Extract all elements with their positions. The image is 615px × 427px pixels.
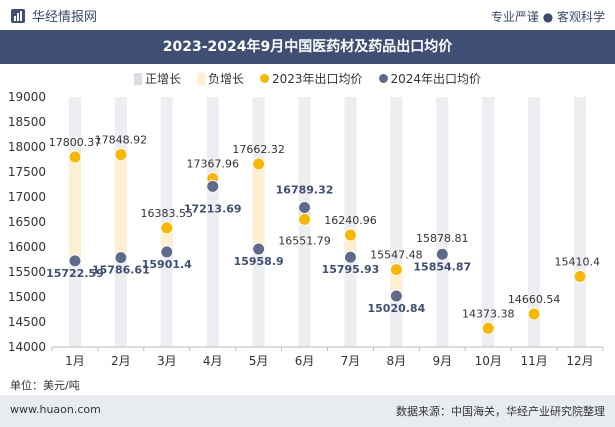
- footer: www.huaon.com 数据来源：中国海关，华经产业研究院整理: [0, 395, 615, 427]
- point-2024: [252, 242, 266, 256]
- label-2024: 15020.84: [367, 302, 425, 315]
- growth-bar: [114, 154, 127, 258]
- x-tick-label: 8月: [387, 354, 407, 368]
- point-2024: [114, 251, 128, 265]
- y-tick-label: 14000: [8, 340, 46, 354]
- footer-site: www.huaon.com: [10, 403, 101, 416]
- y-tick-label: 14500: [8, 315, 46, 329]
- label-2023: 15410.4: [555, 255, 601, 268]
- point-2023: [527, 307, 541, 321]
- x-tick-label: 4月: [203, 354, 223, 368]
- y-tick-label: 17500: [8, 165, 46, 179]
- label-2023: 17800.37: [49, 136, 102, 149]
- y-tick-label: 18500: [8, 115, 46, 129]
- point-2023: [481, 321, 495, 335]
- brand-name: 华经情报网: [32, 10, 98, 25]
- point-2023: [389, 263, 403, 277]
- top-bar: 华经情报网 专业严谨 ● 客观科学: [0, 0, 615, 30]
- x-tick-label: 12月: [566, 354, 593, 368]
- legend-neg-swatch: [196, 72, 205, 85]
- x-tick-label: 6月: [295, 354, 315, 368]
- legend-neg-growth: 负增长: [196, 70, 244, 87]
- label-2023: 14660.54: [508, 293, 561, 306]
- x-tick-label: 5月: [249, 354, 269, 368]
- point-2024: [160, 245, 174, 259]
- column-bg: [436, 97, 449, 347]
- label-2023: 15878.81: [416, 232, 469, 245]
- point-2024: [206, 179, 220, 193]
- column-bg: [206, 97, 219, 347]
- point-2023: [252, 157, 266, 171]
- legend-neg-label: 负增长: [207, 72, 244, 86]
- label-2024: 15786.61: [92, 264, 150, 277]
- column-bg: [344, 97, 357, 347]
- legend-series-2023: 2023年出口均价: [259, 70, 363, 87]
- legend-series-2024: 2024年出口均价: [378, 70, 482, 87]
- label-2023: 17662.32: [232, 143, 285, 156]
- point-2023: [68, 150, 82, 164]
- point-2024: [68, 254, 82, 268]
- column-bg: [482, 97, 495, 347]
- growth-bar: [160, 227, 173, 252]
- point-2023: [160, 221, 174, 235]
- y-tick-label: 19000: [8, 90, 46, 104]
- chart-plot: 14000 14500 15000 15500 16000 16500 17000 17500…: [8, 90, 604, 368]
- label-2023: 17848.92: [95, 134, 148, 147]
- label-2023: 16240.96: [324, 214, 377, 227]
- x-tick-label: 3月: [157, 354, 177, 368]
- label-2023: 16383.55: [141, 207, 194, 220]
- legend-pos-label: 正增长: [144, 72, 181, 86]
- label-2024: 15722.59: [46, 267, 104, 280]
- label-2024: 16789.32: [276, 184, 334, 197]
- brand-logo-icon: [11, 8, 25, 23]
- point-2024: [298, 201, 312, 215]
- y-tick-label: 16000: [8, 240, 46, 254]
- column-bg: [574, 97, 587, 347]
- y-tick-label: 18000: [8, 140, 46, 154]
- unit-label: 单位：美元/吨: [10, 379, 80, 392]
- footer-source: 数据来源：中国海关，华经产业研究院整理: [396, 405, 605, 418]
- x-tick-label: 9月: [432, 354, 452, 368]
- legend-2023-swatch: [259, 74, 269, 83]
- x-tick-label: 2月: [111, 354, 131, 368]
- label-2024: 15795.93: [322, 263, 380, 276]
- legend-pos-swatch: [133, 72, 142, 85]
- tagline: 专业严谨 ● 客观科学: [490, 10, 605, 24]
- point-2023: [114, 148, 128, 162]
- label-2024: 15958.9: [234, 255, 284, 268]
- column-bg: [528, 97, 541, 347]
- legend-2024-label: 2024年出口均价: [390, 72, 482, 86]
- label-2024: 15854.87: [413, 260, 471, 273]
- x-tick-label: 11月: [520, 354, 547, 368]
- label-2024: 17213.69: [184, 202, 242, 215]
- y-tick-label: 15000: [8, 290, 46, 304]
- y-tick-label: 17000: [8, 190, 46, 204]
- label-2023: 14373.38: [462, 307, 515, 320]
- brand: 华经情报网: [10, 6, 97, 25]
- label-2023: 17367.96: [186, 158, 239, 171]
- y-tick-label: 16500: [8, 215, 46, 229]
- point-2024: [343, 250, 357, 264]
- label-2023: 15547.48: [370, 249, 423, 262]
- legend-2023-label: 2023年出口均价: [271, 72, 363, 86]
- chart-title: 2023-2024年9月中国医药材及药品出口均价: [0, 30, 615, 64]
- point-2023: [298, 212, 312, 226]
- point-2023: [573, 269, 587, 283]
- point-2023: [343, 228, 357, 242]
- legend-2024-swatch: [378, 74, 388, 83]
- y-tick-label: 15500: [8, 265, 46, 279]
- x-tick-label: 1月: [65, 354, 85, 368]
- label-2023: 16551.79: [278, 234, 331, 247]
- point-2024: [389, 289, 403, 303]
- growth-bar: [68, 156, 81, 261]
- x-tick-label: 10月: [475, 354, 502, 368]
- chart-legend: 正增长 负增长 2023年出口均价 2024年出口均价: [0, 70, 615, 87]
- point-2024: [435, 247, 449, 261]
- x-tick-label: 7月: [341, 354, 361, 368]
- legend-pos-growth: 正增长: [133, 70, 181, 87]
- growth-bar: [390, 269, 403, 296]
- label-2024: 15901.4: [142, 258, 192, 271]
- growth-bar: [252, 163, 265, 250]
